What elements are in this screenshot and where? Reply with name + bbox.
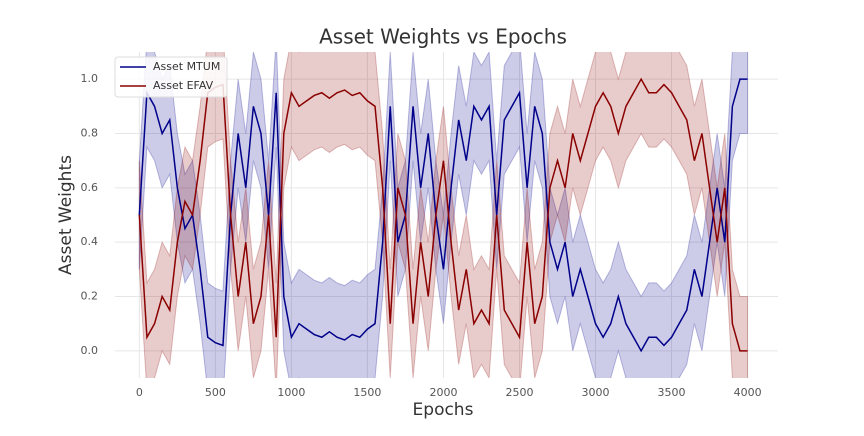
y-tick-label: 0.8 (81, 127, 99, 140)
confidence-band (138, 52, 749, 378)
series-line (138, 77, 748, 352)
x-tick-label: 1500 (353, 386, 381, 399)
plot-area (138, 52, 749, 378)
y-tick-label: 0.2 (81, 290, 99, 303)
y-tick-label: 1.0 (81, 72, 99, 85)
legend-label: Asset EFAV (153, 79, 214, 92)
x-axis-label: Epochs (413, 400, 474, 420)
x-tick-label: 2000 (429, 386, 457, 399)
x-tick-label: 1000 (277, 386, 305, 399)
x-tick-label: 3500 (658, 386, 686, 399)
x-tick-label: 4000 (734, 386, 762, 399)
chart-title: Asset Weights vs Epochs (319, 25, 567, 49)
y-tick-label: 0.6 (81, 181, 99, 194)
series-line (138, 78, 748, 353)
y-axis-label: Asset Weights (56, 155, 76, 275)
confidence-band (138, 52, 749, 378)
x-tick-label: 3000 (582, 386, 610, 399)
x-tick-label: 2500 (505, 386, 533, 399)
legend: Asset MTUM Asset EFAV (114, 56, 228, 98)
y-tick-label: 0.0 (81, 344, 99, 357)
x-tick-label: 500 (205, 386, 226, 399)
legend-label: Asset MTUM (153, 60, 220, 73)
x-tick-label: 0 (136, 386, 143, 399)
y-tick-label: 0.4 (81, 235, 99, 248)
